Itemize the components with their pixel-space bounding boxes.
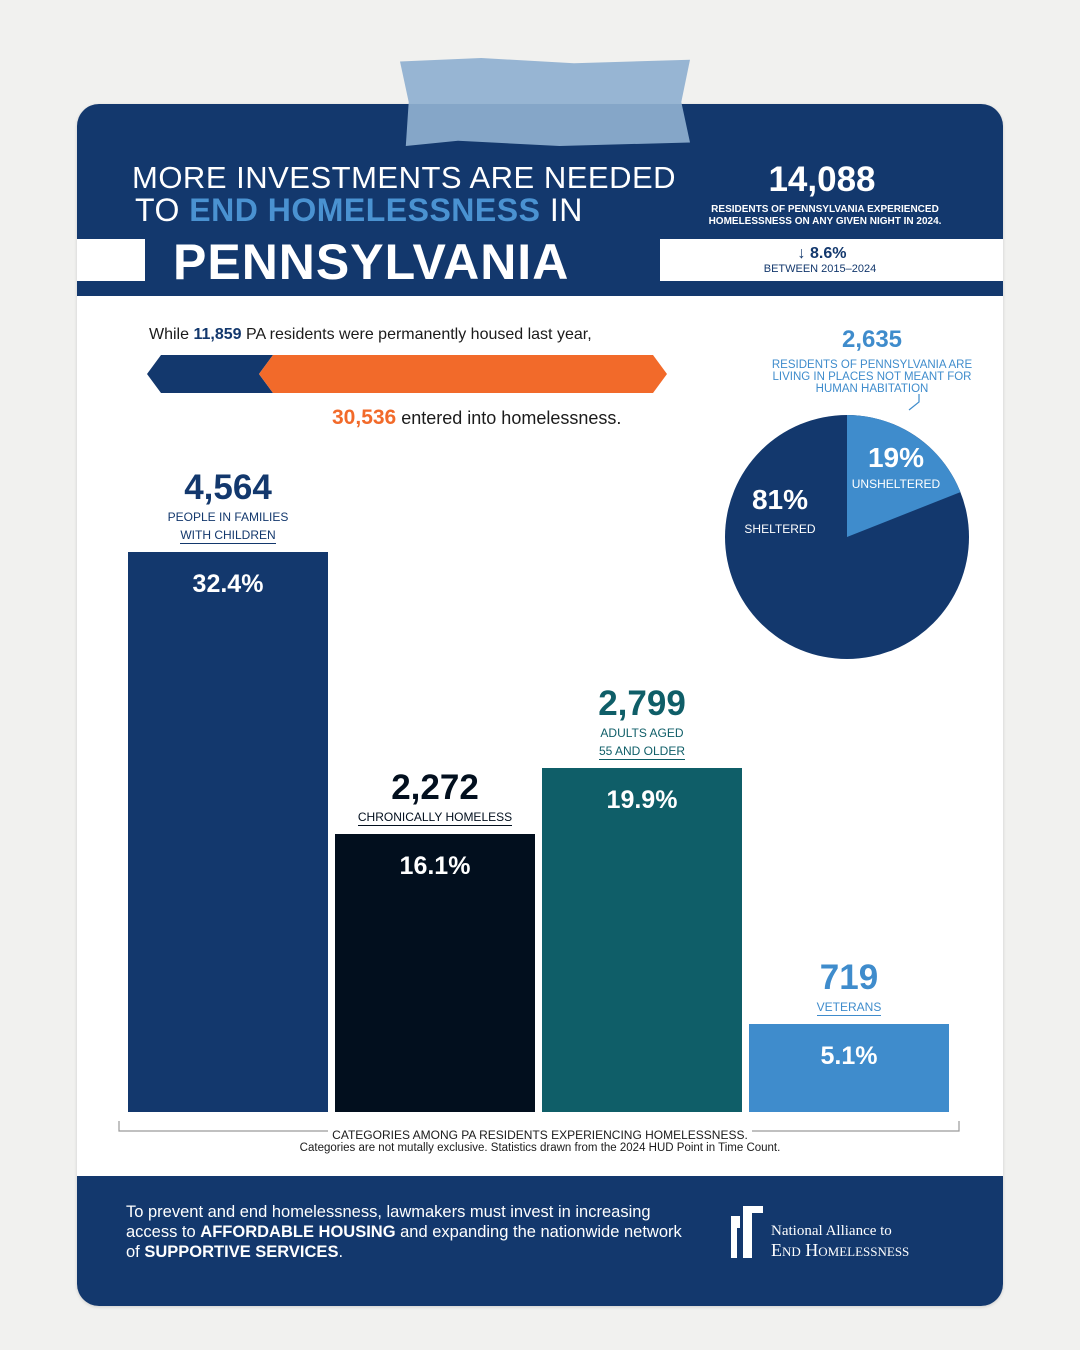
alliance-logo-icon — [731, 1206, 763, 1258]
total-description: RESIDENTS OF PENNSYLVANIA EXPERIENCED HO… — [708, 204, 942, 227]
bar-category-line-2: WITH CHILDREN — [180, 528, 276, 544]
bar-category-line-2: 55 AND OLDER — [598, 744, 686, 760]
title-accent: END HOMELESSNESS — [189, 192, 541, 228]
title-line-2-c: IN — [540, 192, 583, 228]
pie-count: 2,635 — [841, 326, 903, 353]
tape-decoration — [400, 58, 690, 146]
change-percent: ↓ 8.6% — [797, 245, 847, 262]
housed-prefix: While — [149, 326, 194, 343]
bar-1 — [335, 834, 535, 1112]
infographic-card: MORE INVESTMENTS ARE NEEDED TO END HOMEL… — [77, 104, 1003, 1306]
bar-value-label: 32.4% — [192, 570, 264, 598]
axis-label-text: CATEGORIES AMONG PA RESIDENTS EXPERIENCI… — [328, 1128, 752, 1142]
change-period: BETWEEN 2015–2024 — [763, 263, 877, 275]
title-line-2: TO END HOMELESSNESS IN — [135, 192, 583, 229]
footer-text-a: To prevent and end homelessness, lawmake… — [126, 1203, 651, 1241]
bar-value-label: 19.9% — [606, 786, 678, 814]
total-count: 14,088 — [768, 160, 876, 199]
bar-category-line-1: PEOPLE IN FAMILIES — [167, 510, 289, 524]
pie-sheltered-percent: 81% — [752, 484, 808, 515]
housed-count: 11,859 — [193, 326, 242, 343]
footer-message: To prevent and end homelessness, lawmake… — [126, 1202, 686, 1262]
axis-label: CATEGORIES AMONG PA RESIDENTS EXPERIENCI… — [77, 1128, 1003, 1142]
bar-count-label: 4,564 — [184, 468, 272, 507]
title-line-1: MORE INVESTMENTS ARE NEEDED — [132, 160, 677, 195]
bar-count-label: 2,799 — [598, 684, 686, 723]
pie-unsheltered-percent: 19% — [868, 442, 924, 473]
footer-text-c: and expanding the nationwide network of — [126, 1223, 682, 1261]
bar-value-label: 16.1% — [399, 852, 471, 880]
flow-entered-segment — [259, 355, 667, 393]
housed-suffix: PA residents were permanently housed las… — [241, 326, 592, 343]
bar-category-line-1: ADULTS AGED — [600, 726, 684, 740]
pie-description: RESIDENTS OF PENNSYLVANIA ARE LIVING IN … — [771, 359, 973, 395]
pie-sheltered-label: SHELTERED — [744, 522, 815, 536]
state-block — [145, 232, 660, 296]
bar-category-label: CHRONICALLY HOMELESS — [335, 808, 535, 826]
bar-0 — [128, 552, 328, 1112]
bar-3 — [749, 1024, 949, 1112]
bar-category-label: ADULTS AGED 55 AND OLDER — [542, 724, 742, 760]
bar-2 — [542, 768, 742, 1112]
bar-count-label: 2,272 — [391, 768, 479, 807]
pie-chart: 81% SHELTERED 19% UNSHELTERED — [725, 394, 969, 659]
bar-value-label: 5.1% — [820, 1042, 878, 1070]
bar-category-line-1: CHRONICALLY HOMELESS — [357, 810, 513, 826]
flow-bar — [147, 355, 667, 393]
title-line-2-a: TO — [135, 192, 190, 228]
footer-supportive-services: SUPPORTIVE SERVICES — [144, 1243, 339, 1261]
chart-note: Categories are not mutally exclusive. St… — [299, 1142, 781, 1154]
bar-category-label: PEOPLE IN FAMILIES WITH CHILDREN — [128, 508, 328, 544]
entered-count: 30,536 — [332, 406, 397, 429]
entered-statement: 30,536 entered into homelessness. — [332, 406, 621, 430]
footer-text-e: . — [338, 1243, 344, 1261]
footer-affordable-housing: AFFORDABLE HOUSING — [200, 1223, 396, 1241]
pie-unsheltered-label: UNSHELTERED — [852, 477, 941, 491]
entered-suffix: entered into homelessness. — [396, 408, 622, 428]
state-title: PENNSYLVANIA — [173, 234, 570, 290]
footer: To prevent and end homelessness, lawmake… — [77, 1176, 1003, 1306]
bar-category-label: VETERANS — [749, 998, 949, 1016]
flow-housed-segment — [147, 355, 273, 393]
bar-count-label: 719 — [819, 958, 879, 997]
pie-pointer-line — [908, 394, 920, 411]
logo-text-line-2: End Homelessness — [771, 1240, 910, 1260]
pie-slice-unsheltered — [847, 415, 961, 537]
housed-statement: While 11,859 PA residents were permanent… — [149, 326, 592, 344]
logo-text-line-1: National Alliance to — [771, 1223, 892, 1239]
bar-category-line-1: VETERANS — [816, 1000, 882, 1016]
